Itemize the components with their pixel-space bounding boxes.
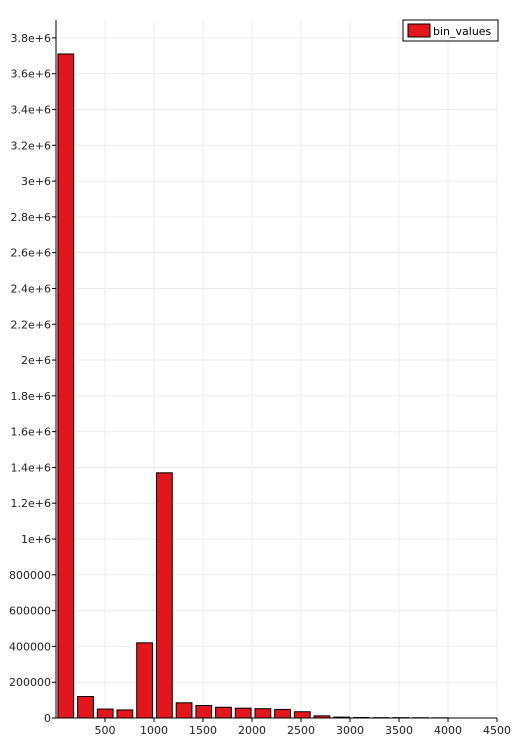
y-tick-label: 1.4e+6: [11, 461, 51, 474]
y-tick-label: 1.2e+6: [11, 497, 51, 510]
x-tick-label: 4000: [434, 724, 462, 737]
y-tick-label: 0: [44, 712, 51, 725]
legend: bin_values: [402, 19, 499, 42]
legend-label: bin_values: [433, 25, 492, 38]
y-tick-label: 3.6e+6: [11, 68, 51, 81]
bar: [195, 704, 213, 719]
x-tick-label: 4500: [483, 724, 511, 737]
bar: [175, 702, 193, 719]
legend-swatch: [407, 23, 431, 38]
bar: [116, 709, 134, 719]
y-tick-label: 800000: [9, 569, 51, 582]
bar: [215, 706, 232, 719]
x-tick-label: 3500: [385, 724, 413, 737]
x-tick-label: 1000: [140, 724, 168, 737]
y-tick-label: 1.6e+6: [11, 426, 51, 439]
x-tick-label: 2000: [238, 724, 266, 737]
bar: [254, 708, 272, 719]
y-tick-label: 200000: [9, 676, 51, 689]
y-tick-label: 600000: [9, 605, 51, 618]
bar: [136, 642, 153, 719]
x-tick-label: 500: [95, 724, 116, 737]
bar: [57, 53, 75, 719]
bar: [96, 708, 114, 719]
y-tick-label: 2.4e+6: [11, 282, 51, 295]
x-tick-label: 1500: [189, 724, 217, 737]
y-tick-label: 400000: [9, 640, 51, 653]
y-tick-label: 2e+6: [21, 354, 51, 367]
axes: [55, 20, 497, 719]
bar: [234, 707, 252, 719]
x-tick-label: 2500: [287, 724, 315, 737]
y-axis-ticks: 0 200000 400000 600000 800000 1e+6 1.2e+6 1.4e+…: [9, 32, 56, 725]
y-tick-label: 3.4e+6: [11, 103, 51, 116]
y-tick-label: 3e+6: [21, 175, 51, 188]
y-tick-label: 3.8e+6: [11, 32, 51, 45]
y-tick-label: 3.2e+6: [11, 139, 51, 152]
bar: [77, 696, 94, 719]
grid-lines: [56, 20, 498, 719]
y-tick-label: 1e+6: [21, 533, 51, 546]
bar: [274, 708, 291, 719]
x-axis-ticks: 500 1000 1500 2000 2500 3000 3500 4000 4500: [95, 718, 511, 737]
bar-series: [57, 53, 449, 719]
x-tick-label: 3000: [336, 724, 364, 737]
bar: [156, 472, 173, 719]
y-tick-label: 2.6e+6: [11, 247, 51, 260]
y-tick-label: 2.8e+6: [11, 211, 51, 224]
y-tick-label: 2.2e+6: [11, 318, 51, 331]
bar: [293, 711, 311, 719]
y-tick-label: 1.8e+6: [11, 390, 51, 403]
